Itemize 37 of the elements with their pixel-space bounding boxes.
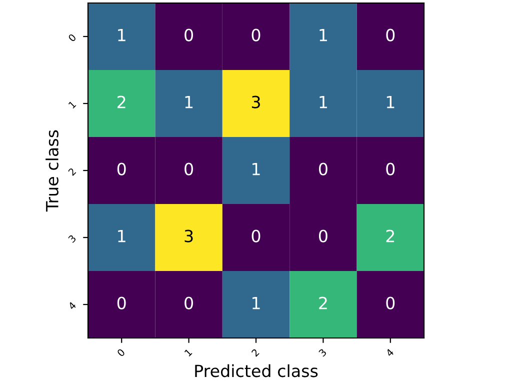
x-tick-label: 1 — [184, 348, 192, 357]
data-label: 2 — [118, 96, 126, 108]
data-label: 1 — [118, 230, 126, 242]
y-tick-label: 3 — [68, 234, 76, 243]
x-axis-title: Predicted class — [195, 364, 318, 378]
data-label: 0 — [318, 230, 328, 242]
x-tick-label: 2 — [251, 348, 260, 357]
data-label: 0 — [318, 162, 328, 176]
y-tick-label: 0 — [68, 33, 76, 42]
data-label: 3 — [184, 230, 193, 242]
data-label: 2 — [386, 230, 394, 242]
data-label: 1 — [118, 28, 126, 42]
data-label: 2 — [319, 296, 327, 310]
data-label: 0 — [184, 162, 193, 176]
y-tick-label: 2 — [68, 168, 76, 176]
data-label: 0 — [184, 296, 193, 310]
data-label: 0 — [117, 296, 126, 310]
y-axis-title: True class — [46, 130, 58, 212]
data-label: 1 — [252, 296, 260, 310]
data-label: 1 — [386, 96, 394, 108]
data-label: 1 — [185, 96, 193, 108]
data-label: 0 — [184, 28, 193, 42]
data-label: 1 — [252, 162, 260, 176]
data-label: 3 — [252, 96, 260, 108]
x-tick-label: 3 — [318, 348, 327, 357]
data-label: 0 — [386, 28, 395, 42]
y-tick-label: 1 — [68, 100, 76, 109]
x-tick-label: 4 — [385, 348, 394, 357]
data-label: 1 — [320, 28, 327, 42]
data-label: 0 — [386, 296, 395, 310]
data-label: 0 — [252, 230, 260, 242]
x-tick-label: 0 — [116, 348, 126, 357]
data-label: 0 — [252, 28, 260, 42]
data-label: 0 — [386, 162, 395, 176]
data-label: 0 — [117, 162, 126, 176]
y-tick-label: 4 — [68, 301, 76, 310]
data-label: 1 — [320, 96, 327, 108]
